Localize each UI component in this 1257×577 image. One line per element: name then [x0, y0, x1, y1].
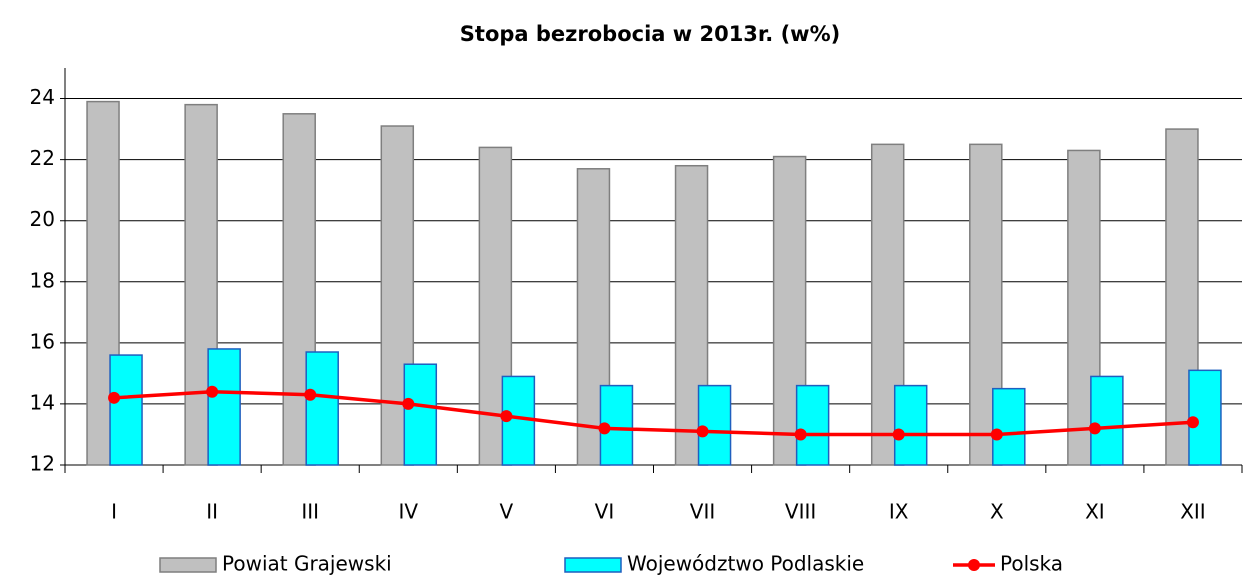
- line: [113, 389, 1194, 437]
- bar: [795, 384, 830, 466]
- y-tick-label: 22: [30, 146, 55, 170]
- x-tick-label: XI: [1085, 500, 1105, 524]
- y-tick-label: 24: [30, 85, 55, 109]
- legend-swatch: [159, 557, 217, 573]
- point: [304, 388, 317, 401]
- x-tick-label: II: [206, 500, 218, 524]
- x-tick-label: IX: [889, 500, 909, 524]
- chart-title: Stopa bezrobocia w 2013r. (w%): [460, 22, 840, 46]
- x-tick-label: XII: [1180, 500, 1206, 524]
- x-tick-label: III: [301, 500, 319, 524]
- bar: [109, 354, 143, 466]
- bar: [697, 384, 732, 466]
- x-tick-label: I: [111, 500, 117, 524]
- x-tick-label: IV: [398, 500, 418, 524]
- x-tick-label: X: [990, 500, 1004, 524]
- x-tick-label: VII: [690, 500, 715, 524]
- point: [990, 428, 1003, 441]
- y-tick-label: 12: [30, 452, 55, 476]
- y-tick-label: 16: [30, 329, 55, 353]
- x-tick-label: VI: [595, 500, 615, 524]
- y-tick-label: 14: [30, 390, 55, 414]
- point: [206, 385, 219, 398]
- bar: [207, 348, 241, 466]
- point: [500, 410, 513, 423]
- point: [402, 397, 415, 410]
- point: [696, 425, 709, 438]
- bar: [992, 387, 1026, 466]
- point: [598, 422, 611, 435]
- point: [794, 428, 807, 441]
- y-tick-label: 18: [30, 268, 55, 292]
- legend-label: Powiat Grajewski: [222, 552, 392, 576]
- point: [108, 391, 121, 404]
- legend-swatch: [968, 559, 980, 571]
- x-tick-label: VIII: [785, 500, 816, 524]
- legend-label: Województwo Podlaskie: [627, 552, 864, 576]
- x-tick-label: V: [500, 500, 514, 524]
- point: [1186, 416, 1199, 429]
- point: [892, 428, 905, 441]
- bar: [403, 363, 438, 466]
- bar: [305, 351, 339, 466]
- point: [1088, 422, 1101, 435]
- bar: [893, 384, 928, 466]
- legend-label: Polska: [1000, 552, 1063, 576]
- y-tick-label: 20: [30, 207, 55, 231]
- legend-swatch: [564, 557, 622, 573]
- bar: [1090, 375, 1124, 466]
